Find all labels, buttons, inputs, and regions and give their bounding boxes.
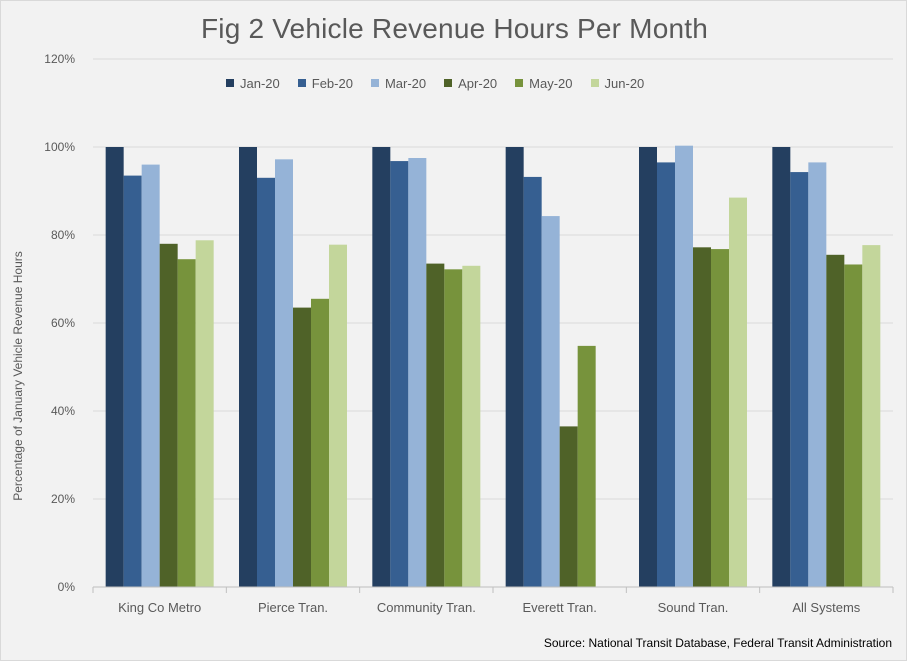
legend-item: Jan-20 bbox=[226, 76, 280, 91]
y-tick-label: 80% bbox=[51, 228, 75, 242]
legend-swatch bbox=[226, 79, 234, 87]
legend-label: Mar-20 bbox=[384, 75, 427, 91]
x-tick-label: Sound Tran. bbox=[658, 600, 729, 615]
y-tick-label: 60% bbox=[51, 316, 75, 330]
bar-mar-20 bbox=[408, 158, 427, 587]
bar-feb-20 bbox=[657, 162, 675, 587]
chart-title: Fig 2 Vehicle Revenue Hours Per Month bbox=[201, 13, 708, 44]
bar-jan-20 bbox=[772, 147, 791, 587]
y-tick-label: 20% bbox=[51, 492, 75, 506]
bar-jan-20 bbox=[239, 147, 257, 587]
x-tick-label: Pierce Tran. bbox=[258, 600, 328, 615]
legend-label: Jan-20 bbox=[240, 75, 280, 91]
bar-may-20 bbox=[444, 269, 463, 587]
x-tick-label: Everett Tran. bbox=[522, 600, 596, 615]
x-tick-label: Community Tran. bbox=[377, 600, 476, 615]
x-tick-label: King Co Metro bbox=[118, 600, 201, 615]
bar-mar-20 bbox=[675, 145, 693, 587]
legend-swatch bbox=[444, 79, 453, 87]
bar-jun-20 bbox=[729, 197, 747, 587]
bar-feb-20 bbox=[390, 161, 409, 587]
bar-jun-20 bbox=[329, 244, 347, 587]
legend-label: Jun-20 bbox=[604, 75, 645, 91]
legend-swatch bbox=[515, 79, 524, 87]
bar-feb-20 bbox=[523, 176, 542, 588]
bar-may-20 bbox=[844, 264, 863, 587]
bar-jun-20 bbox=[195, 240, 214, 587]
bar-mar-20 bbox=[141, 164, 160, 587]
legend-item: Feb-20 bbox=[297, 75, 353, 91]
bar-mar-20 bbox=[808, 162, 827, 587]
x-tick-label: All Systems bbox=[792, 600, 860, 615]
bar-jun-20 bbox=[462, 265, 481, 587]
bar-jun-20 bbox=[862, 245, 881, 587]
bar-jan-20 bbox=[505, 147, 524, 587]
bar-apr-20 bbox=[159, 243, 178, 588]
legend-item: Mar-20 bbox=[370, 75, 427, 91]
bar-jan-20 bbox=[639, 147, 657, 587]
bar-may-20 bbox=[577, 345, 596, 587]
y-tick-label: 40% bbox=[51, 404, 75, 418]
bar-apr-20 bbox=[693, 247, 711, 587]
bar-may-20 bbox=[711, 249, 729, 587]
legend-item: Apr-20 bbox=[444, 76, 497, 91]
bar-apr-20 bbox=[426, 263, 445, 587]
bar-jan-20 bbox=[105, 147, 124, 587]
bar-jan-20 bbox=[372, 147, 391, 587]
bar-feb-20 bbox=[257, 177, 275, 588]
legend-swatch bbox=[370, 79, 379, 87]
bar-apr-20 bbox=[559, 426, 578, 587]
legend: Jan-20 Feb-20 Mar-20 Apr-20 May-20 Jun-20 bbox=[226, 73, 644, 93]
y-tick-label: 100% bbox=[44, 140, 75, 154]
bar-feb-20 bbox=[790, 172, 809, 587]
legend-label: Apr-20 bbox=[458, 75, 498, 91]
bar-mar-20 bbox=[541, 216, 560, 587]
bar-mar-20 bbox=[275, 159, 293, 587]
legend-item: Jun-20 bbox=[590, 75, 645, 91]
bar-may-20 bbox=[311, 298, 329, 587]
source-note: Source: National Transit Database, Feder… bbox=[543, 636, 892, 650]
legend-item: May-20 bbox=[515, 75, 573, 91]
legend-label: Feb-20 bbox=[311, 75, 353, 91]
legend-swatch bbox=[590, 79, 599, 87]
legend-swatch bbox=[297, 79, 306, 87]
bar-apr-20 bbox=[293, 307, 311, 587]
bar-apr-20 bbox=[826, 254, 845, 588]
y-tick-label: 0% bbox=[58, 580, 76, 594]
bar-may-20 bbox=[177, 259, 196, 587]
y-tick-label: 120% bbox=[44, 52, 75, 66]
bar-feb-20 bbox=[123, 175, 142, 587]
legend-label: May-20 bbox=[529, 75, 573, 91]
